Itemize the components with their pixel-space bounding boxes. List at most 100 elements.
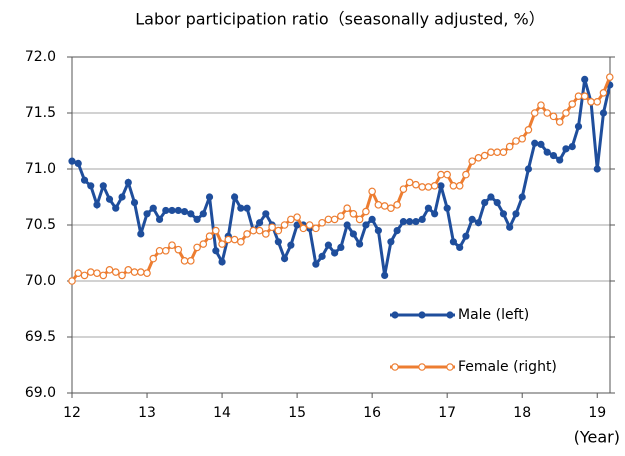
legend-marker bbox=[446, 363, 454, 371]
point bbox=[374, 201, 383, 209]
legend-marker bbox=[391, 363, 399, 371]
legend-marker bbox=[391, 311, 399, 319]
point bbox=[368, 187, 376, 196]
point bbox=[462, 170, 470, 179]
point bbox=[568, 100, 577, 108]
point bbox=[437, 182, 445, 190]
point bbox=[455, 182, 464, 190]
point bbox=[524, 126, 533, 134]
point bbox=[193, 243, 201, 252]
point bbox=[531, 139, 539, 147]
point bbox=[524, 165, 533, 173]
x-tick-label: 19 bbox=[588, 405, 606, 421]
point bbox=[587, 98, 595, 106]
point bbox=[174, 245, 183, 254]
point bbox=[349, 210, 358, 218]
point bbox=[393, 227, 401, 235]
point bbox=[605, 73, 614, 81]
point bbox=[331, 249, 339, 257]
point bbox=[124, 265, 133, 274]
point bbox=[387, 238, 395, 246]
point bbox=[337, 212, 345, 220]
point bbox=[99, 182, 107, 190]
point bbox=[543, 148, 551, 156]
point bbox=[355, 215, 364, 224]
point bbox=[474, 154, 483, 162]
y-tick-label: 71.0 bbox=[25, 161, 56, 177]
point bbox=[161, 246, 170, 255]
point bbox=[424, 204, 433, 212]
point bbox=[99, 271, 108, 280]
point bbox=[93, 201, 101, 209]
point bbox=[574, 122, 583, 131]
point bbox=[293, 213, 301, 221]
point bbox=[543, 109, 551, 117]
point bbox=[456, 243, 464, 251]
point bbox=[487, 148, 495, 157]
point bbox=[493, 148, 502, 157]
point bbox=[218, 240, 226, 248]
point bbox=[537, 140, 545, 148]
point bbox=[168, 241, 176, 249]
point bbox=[324, 215, 333, 224]
point bbox=[74, 159, 82, 167]
point bbox=[562, 145, 570, 153]
legend-marker bbox=[446, 311, 454, 319]
point bbox=[405, 178, 414, 187]
point bbox=[518, 193, 526, 201]
point bbox=[287, 241, 295, 249]
point bbox=[312, 224, 320, 233]
point bbox=[149, 204, 157, 212]
point bbox=[593, 165, 601, 173]
point bbox=[143, 269, 151, 277]
point bbox=[93, 269, 101, 277]
point bbox=[480, 151, 489, 160]
point bbox=[349, 230, 357, 238]
point bbox=[187, 210, 195, 218]
point bbox=[274, 238, 282, 246]
point bbox=[111, 268, 120, 276]
point bbox=[243, 204, 251, 212]
point bbox=[474, 219, 483, 227]
point bbox=[237, 204, 245, 212]
point bbox=[105, 195, 114, 203]
y-tick-label: 70.5 bbox=[25, 217, 56, 233]
point bbox=[305, 221, 314, 229]
point bbox=[118, 271, 126, 280]
chart-title: Labor participation ratio（seasonally adj… bbox=[135, 10, 544, 29]
point bbox=[186, 257, 195, 265]
point bbox=[212, 247, 220, 255]
point bbox=[581, 75, 589, 84]
point bbox=[137, 268, 145, 276]
x-tick-label: 14 bbox=[213, 405, 231, 421]
point bbox=[249, 226, 258, 235]
point bbox=[556, 156, 564, 164]
point bbox=[481, 199, 489, 207]
point bbox=[255, 219, 264, 227]
point bbox=[318, 252, 326, 260]
point bbox=[318, 218, 326, 227]
point bbox=[199, 240, 208, 248]
point bbox=[343, 204, 351, 213]
point bbox=[562, 109, 570, 117]
point bbox=[418, 215, 426, 223]
point bbox=[180, 257, 189, 265]
point bbox=[399, 218, 408, 226]
point bbox=[393, 201, 401, 209]
point bbox=[449, 238, 458, 246]
point bbox=[362, 207, 370, 216]
point bbox=[580, 92, 589, 101]
x-tick-label: 12 bbox=[63, 405, 81, 421]
point bbox=[412, 218, 420, 226]
point bbox=[324, 241, 332, 249]
point bbox=[549, 151, 558, 160]
x-axis-label: (Year) bbox=[574, 428, 620, 447]
point bbox=[574, 92, 583, 101]
point bbox=[380, 202, 389, 210]
point bbox=[512, 137, 520, 145]
point bbox=[112, 204, 120, 212]
point bbox=[505, 142, 514, 151]
y-tick-label: 69.0 bbox=[25, 385, 56, 401]
point bbox=[368, 215, 376, 223]
point bbox=[468, 215, 476, 223]
